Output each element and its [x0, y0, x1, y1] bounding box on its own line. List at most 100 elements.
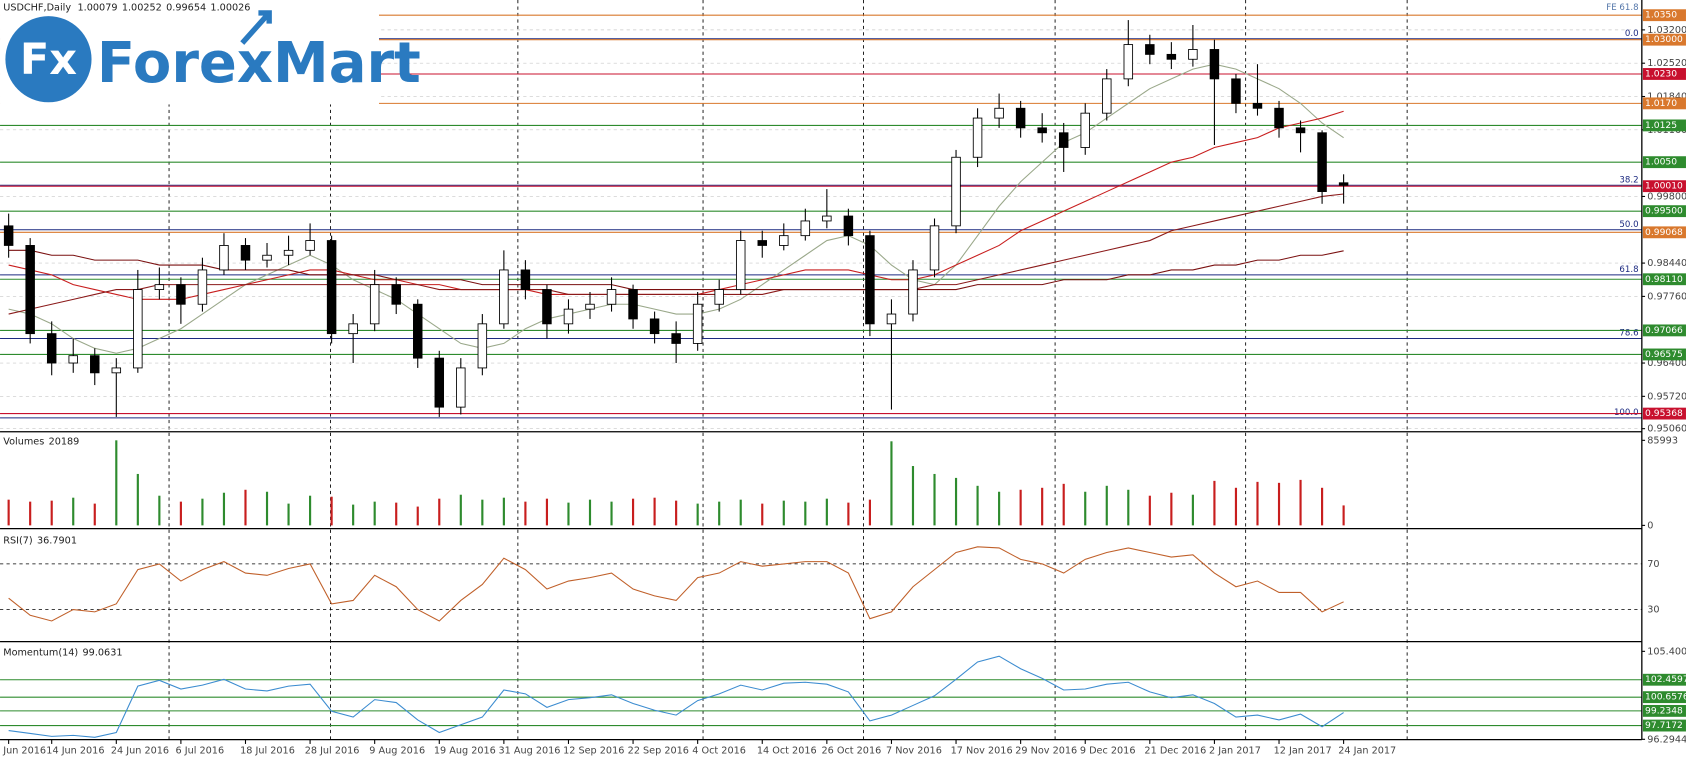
candle-body	[326, 240, 337, 335]
volume-bar	[782, 500, 785, 526]
x-tick-label: 19 Aug 2016	[434, 745, 496, 756]
volume-bar	[201, 498, 204, 526]
fib-label: 61.8	[1619, 265, 1638, 275]
volume-bar	[1127, 489, 1130, 526]
candle-body	[90, 355, 100, 374]
logo-arrow	[240, 10, 272, 45]
volume-bar	[933, 473, 936, 526]
volume-bar	[502, 497, 505, 526]
panel-borders	[0, 0, 1643, 741]
rsi-name: RSI(7)	[3, 535, 32, 546]
candle-body	[240, 245, 251, 261]
candle-body	[1338, 182, 1349, 186]
volume-bar	[567, 502, 570, 526]
fib-label: 78.6	[1619, 329, 1638, 339]
candle-body	[176, 284, 186, 305]
volume-bar	[265, 491, 269, 526]
momentum-line	[8, 655, 1344, 738]
candle-body	[3, 225, 14, 246]
fib-label: 100.0	[1614, 408, 1639, 418]
x-tick-label: 17 Nov 2016	[951, 745, 1013, 756]
volume-bar	[847, 502, 850, 526]
candle-body	[1295, 127, 1306, 134]
level-box	[1642, 704, 1686, 717]
volume-bar	[481, 499, 484, 526]
x-tick-label: 14 Jun 2016	[46, 745, 104, 756]
volume-bar	[718, 501, 721, 526]
candle-body	[1274, 107, 1284, 129]
volume-bar	[761, 503, 764, 526]
fib-label: 0.0	[1625, 29, 1639, 39]
x-tick-label: 12 Jan 2017	[1274, 745, 1332, 756]
x-tick-label: 24 Jan 2017	[1338, 745, 1396, 756]
level-box	[1642, 97, 1686, 110]
volume-bar	[696, 503, 699, 526]
x-tick-label: Jun 2016	[2, 745, 46, 756]
volume-bar	[309, 495, 312, 526]
level-box	[1642, 348, 1686, 361]
logo-circle	[5, 16, 92, 103]
volume-name: Volumes	[3, 436, 44, 447]
volume-bar	[804, 501, 807, 526]
candle-body	[133, 289, 143, 369]
level-label: 97.7172	[1645, 721, 1683, 731]
level-box	[1642, 273, 1686, 286]
volume-bar	[739, 499, 742, 526]
volume-bar	[438, 498, 441, 526]
candle-body	[456, 367, 466, 408]
y-tick-label: 0.95060	[1647, 424, 1686, 435]
candle-body	[908, 269, 918, 315]
candle-body	[1188, 49, 1198, 60]
volume-bar	[29, 501, 32, 526]
level-box	[1642, 324, 1686, 337]
rsi-last: 36.7901	[37, 535, 77, 546]
volume-bar	[395, 502, 398, 526]
candle-body	[369, 284, 380, 325]
volume-last: 20189	[49, 436, 80, 447]
volume-bar	[1170, 492, 1173, 526]
candle-body	[413, 303, 423, 359]
close: 1.00026	[210, 3, 250, 14]
candle-body	[929, 225, 940, 271]
candle-body	[391, 284, 401, 305]
x-tick-label: 9 Aug 2016	[369, 745, 425, 756]
volume-bar	[1148, 495, 1151, 526]
candle-body	[542, 289, 552, 325]
y-tick-label: 0.96400	[1647, 358, 1686, 369]
volume-bar	[416, 506, 419, 526]
candle-body	[649, 318, 660, 335]
level-label: 1.0350	[1645, 11, 1677, 21]
volume-bar	[1084, 491, 1087, 526]
candle-body	[865, 235, 875, 325]
candle-body	[499, 269, 509, 325]
candle-body	[1252, 102, 1263, 109]
candle-body	[1058, 132, 1069, 148]
volume-bar	[1299, 479, 1302, 526]
volume-bar	[115, 440, 118, 526]
x-tick-label: 31 Aug 2016	[498, 745, 560, 756]
level-box	[1642, 156, 1686, 169]
x-tick-label: 24 Jun 2016	[111, 745, 169, 756]
volume-bar	[244, 489, 247, 526]
candle-body	[1209, 49, 1220, 80]
moving-average	[8, 193, 1344, 315]
y-tick-label: 0.99800	[1647, 191, 1686, 202]
candle-body	[68, 355, 78, 364]
level-box	[1642, 226, 1686, 239]
volume-bar	[868, 499, 871, 526]
momentum-title: Momentum(14) 99.0631	[3, 647, 122, 658]
volume-bar	[976, 485, 979, 526]
candle-body	[1145, 44, 1155, 55]
volume-bar	[653, 497, 656, 526]
volume-bar	[72, 497, 75, 526]
candle-body	[348, 323, 358, 335]
y-tick-label: 0.95720	[1647, 391, 1686, 402]
low: 0.99654	[166, 3, 206, 14]
x-tick-label: 2 Jan 2017	[1209, 745, 1261, 756]
level-label: 0.99068	[1645, 228, 1683, 238]
volume-bar	[610, 501, 613, 526]
level-label: 1.0230	[1645, 69, 1677, 79]
candle-body	[972, 117, 983, 158]
x-tick-label: 21 Dec 2016	[1144, 745, 1206, 756]
